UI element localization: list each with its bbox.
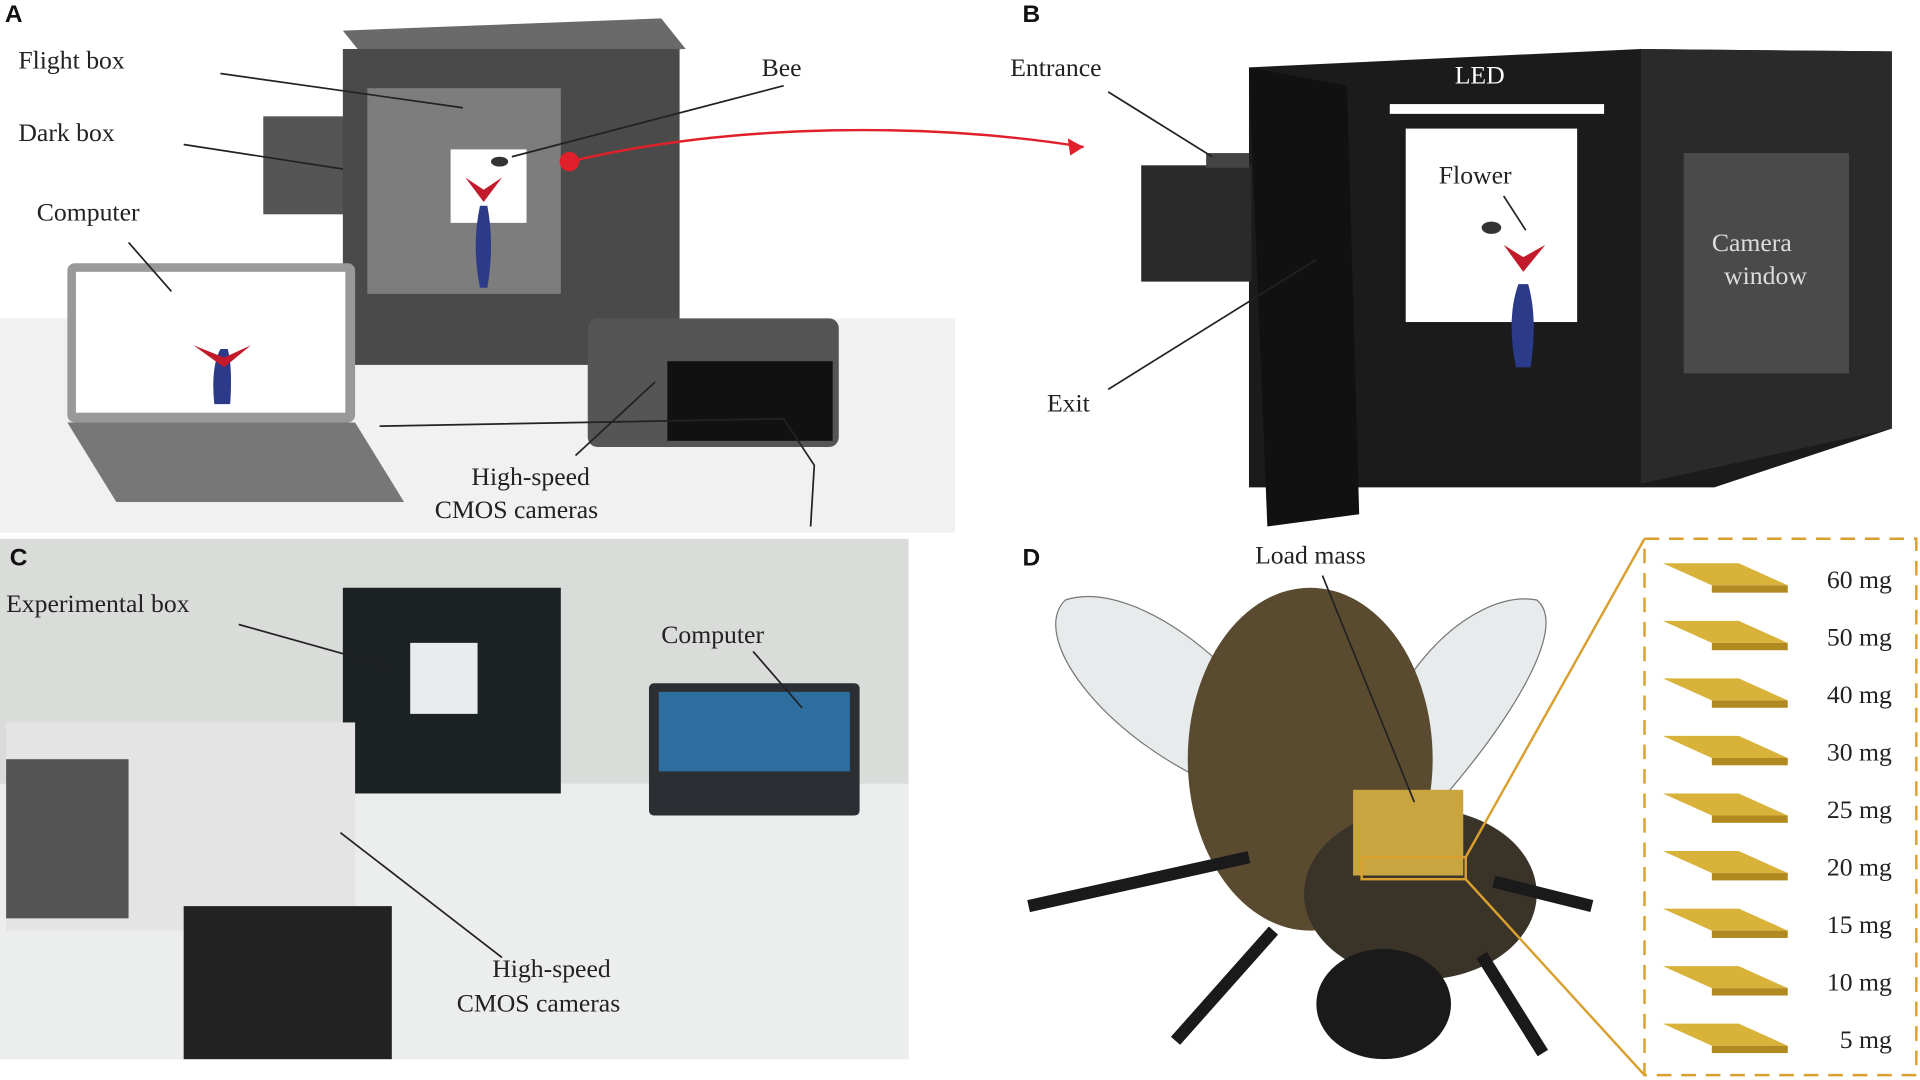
bee-icon [1481,221,1502,234]
leader [339,831,503,959]
bee-icon [491,156,509,167]
bee-head [1316,948,1452,1060]
mass-label: 40 mg [1827,680,1892,709]
mass-plate-edge [1711,873,1788,881]
entrance-box [1141,165,1252,282]
panel-a: A Flight box Dark box Bee Computer High-… [0,1,1084,533]
panel-b: B Entrance LED Flower Camera window Exit [1010,1,1892,527]
mass-label: 20 mg [1827,853,1892,882]
bee-legs [1027,851,1594,1057]
label-exit: Exit [1047,388,1090,417]
mass-plate-edge [1711,1045,1788,1054]
label-cameras-1: High-speed [471,462,590,491]
entrance-hole [1206,153,1249,168]
label-camera-window-2: window [1724,261,1807,290]
label-load-mass: Load mass [1255,540,1366,569]
mass-plate [1662,620,1788,643]
laptop-flower [193,345,252,368]
panel-c: C Experimental box Computer High-speed C… [0,538,909,1060]
label-flight-box: Flight box [18,46,125,75]
mass-label: 25 mg [1827,795,1892,824]
panel-letter-a: A [5,1,23,28]
label-flower: Flower [1439,161,1512,190]
label-cameras-2: CMOS cameras [435,495,598,524]
mass-plate [1662,793,1788,816]
mass-plate-edge [1711,988,1788,996]
arrow-origin [559,151,580,172]
load-mass [1353,789,1464,876]
mass-plate-edge [1711,930,1788,938]
mass-plate-edge [1711,700,1788,708]
lab-computer-screen [658,691,850,772]
vase [1511,284,1534,368]
mass-plate [1662,966,1788,989]
zoom-line [1464,538,1646,858]
box-door [1248,67,1360,527]
mass-plate [1662,678,1788,701]
leader [1321,575,1416,803]
mass-label: 50 mg [1827,622,1892,651]
label-c-computer: Computer [661,620,764,649]
mass-label: 5 mg [1840,1025,1892,1054]
laptop-screen [75,271,346,413]
vase [475,205,492,288]
leader [752,650,803,709]
cable [379,417,816,527]
leader [511,84,784,158]
mass-label: 30 mg [1827,737,1892,766]
flower [1503,244,1546,272]
mass-plate-edge [1711,585,1788,593]
box-window [410,642,478,714]
mass-plate [1662,735,1788,758]
zoom-line [1464,878,1646,1076]
label-c-cameras-2: CMOS cameras [457,988,620,1017]
mass-plate-edge [1711,642,1788,651]
label-bee: Bee [762,53,802,82]
camera-face [667,361,833,441]
camera-window [1683,153,1849,374]
mass-label: 60 mg [1827,565,1892,594]
mass-plate [1662,1023,1788,1046]
mass-label: 15 mg [1827,910,1892,939]
mass-plate [1662,563,1788,586]
tripod [183,906,392,1060]
leader [574,381,656,457]
label-camera-window-1: Camera [1712,228,1793,257]
red-arrow [569,128,1084,163]
panel-letter-c: C [10,545,28,572]
panel-d: D Load mass 60 mg 50 mg 40 mg 30 mg 25 mg 20 … [1022,537,1918,1077]
leader [183,143,343,170]
flower-screen [450,149,527,223]
leader [238,623,393,669]
leader [1107,258,1317,391]
mass-legend-box [1643,537,1918,1077]
leader [220,72,463,109]
laptop-keyboard [67,422,405,503]
mass-plate-edge [1711,815,1788,823]
label-c-cameras-1: High-speed [492,954,611,983]
lab-camera-panel [6,759,129,919]
led-strip [1389,104,1605,114]
mass-highlight [1360,855,1467,881]
panel-letter-d: D [1022,545,1040,572]
mass-label: 10 mg [1827,968,1892,997]
leader [127,241,173,292]
label-dark-box: Dark box [18,118,115,147]
label-entrance: Entrance [1010,53,1101,82]
leader [1107,91,1213,158]
panel-letter-b: B [1022,1,1040,28]
label-led: LED [1455,60,1505,89]
leader [1502,195,1527,231]
label-computer: Computer [37,197,140,226]
arrow-head [1067,138,1084,156]
mass-plate [1662,908,1788,931]
mass-plate [1662,851,1788,874]
mass-plate-edge [1711,757,1788,766]
label-experimental-box: Experimental box [6,589,190,618]
